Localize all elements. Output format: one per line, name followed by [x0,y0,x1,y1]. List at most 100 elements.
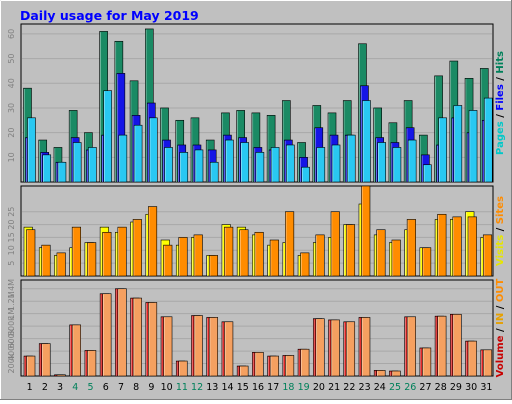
x-tick-label-day-18: 18 [282,382,294,393]
out-bar-day-31 [482,349,493,377]
out-bar-day-10 [163,316,173,377]
sites-bar-day-2 [41,244,51,277]
legend-volume-panel-part-4: OUT [495,279,506,303]
out-bar-day-16 [254,352,264,377]
pages-bar-day-6 [103,90,112,183]
out-bar-day-1 [26,355,36,377]
out-bar-day-8 [132,297,142,377]
sites-bar-day-26 [406,219,416,277]
x-tick-label-day-27: 27 [419,382,431,393]
legend-volume-panel-part-3: / [495,302,506,313]
legend-visits-panel-part-2: Sites [495,196,506,224]
out-bar-day-29 [452,313,462,377]
pages-bar-day-28 [438,117,447,183]
sites-bar-day-6 [102,231,112,277]
pages-bar-day-29 [453,105,463,183]
x-tick-label-day-26: 26 [404,382,416,393]
pages-bar-day-25 [392,147,402,183]
sites-bar-day-20 [315,234,325,277]
x-tick-label-day-1: 1 [27,382,33,393]
legend-volume-panel-part-0: Volume [495,335,506,377]
sites-bar-day-11 [178,237,188,277]
out-bar-day-24 [376,370,386,377]
out-bar-day-4 [71,324,81,377]
y-tick-label: 20 [7,128,16,138]
legend-volume-panel: Volume / IN / OUT [495,279,506,378]
sites-bar-day-24 [376,229,386,277]
out-bar-day-14 [224,321,234,377]
pages-bar-day-14 [225,139,234,183]
pages-bar-day-12 [194,149,204,183]
sites-bar-day-28 [437,213,447,277]
pages-bar-day-23 [362,100,371,183]
legend-hits-panel-part-4: Hits [495,51,506,74]
pages-bar-day-22 [346,134,356,183]
out-bar-day-23 [361,317,371,377]
out-bar-day-12 [193,315,203,377]
pages-bar-day-13 [209,161,219,183]
y-tick-label: 15 [7,232,16,242]
pages-bar-day-24 [377,142,386,183]
out-bar-day-11 [178,360,188,377]
sites-bar-day-9 [148,206,158,277]
x-tick-label-day-2: 2 [42,382,48,393]
legend-volume-panel-part-2: IN [495,313,506,325]
sites-bar-day-19 [300,252,310,277]
sites-bar-day-10 [163,244,173,277]
out-bar-day-18 [285,355,295,377]
out-bar-day-27 [422,347,432,377]
x-tick-label-day-24: 24 [374,382,386,393]
sites-bar-day-5 [87,242,97,277]
x-tick-label-day-29: 29 [450,382,462,393]
x-tick-label-day-14: 14 [222,382,234,393]
sites-bar-day-27 [422,247,432,277]
out-bar-day-2 [41,343,51,377]
pages-bar-day-10 [164,147,173,183]
out-bar-day-25 [391,370,401,377]
sites-bar-day-8 [132,219,142,277]
pages-bar-day-15 [240,142,249,183]
sites-bar-day-25 [391,239,401,277]
legend-volume-panel-part-1: / [495,325,506,336]
legend-hits-panel-part-3: / [495,74,506,85]
pages-bar-day-27 [423,164,432,183]
pages-bar-day-7 [118,134,128,183]
legend-visits-panel-part-0: Visits [495,235,506,266]
pages-bar-day-3 [57,161,67,183]
out-bar-day-17 [269,355,279,377]
y-tick-label: 1M [7,308,16,320]
pages-bar-day-19 [301,166,310,183]
pages-bar-day-4 [72,142,82,183]
legend-visits-panel-part-1: / [495,224,506,235]
y-tick-label: 200k [7,353,16,373]
y-tick-label: 600k [7,328,16,348]
legend-hits-panel-part-1: / [495,111,506,122]
x-tick-label-day-28: 28 [435,382,447,393]
out-bar-day-26 [406,316,416,377]
out-bar-day-20 [315,318,325,377]
sites-bar-day-23 [361,185,371,277]
x-tick-label-day-10: 10 [161,382,173,393]
x-tick-label-day-15: 15 [237,382,249,393]
sites-bar-day-13 [208,255,219,277]
x-tick-label-day-31: 31 [480,382,492,393]
out-bar-day-30 [467,340,477,377]
out-bar-day-13 [208,317,219,377]
y-tick-label: 400k [7,341,16,361]
out-bar-day-15 [239,365,249,377]
pages-bar-day-17 [270,147,280,183]
x-tick-label-day-3: 3 [57,382,63,393]
x-tick-label-day-13: 13 [206,382,218,393]
out-bar-day-28 [437,315,447,377]
y-tick-label: 30 [7,103,16,113]
y-tick-label: 5 [7,261,16,266]
out-bar-day-19 [300,348,310,377]
legend-hits-panel-part-0: Pages [495,121,506,155]
x-tick-label-day-8: 8 [133,382,139,393]
pages-bar-day-16 [255,152,265,183]
out-bar-day-22 [345,321,356,377]
pages-bar-day-1 [27,117,36,183]
pages-bar-day-21 [331,144,341,183]
